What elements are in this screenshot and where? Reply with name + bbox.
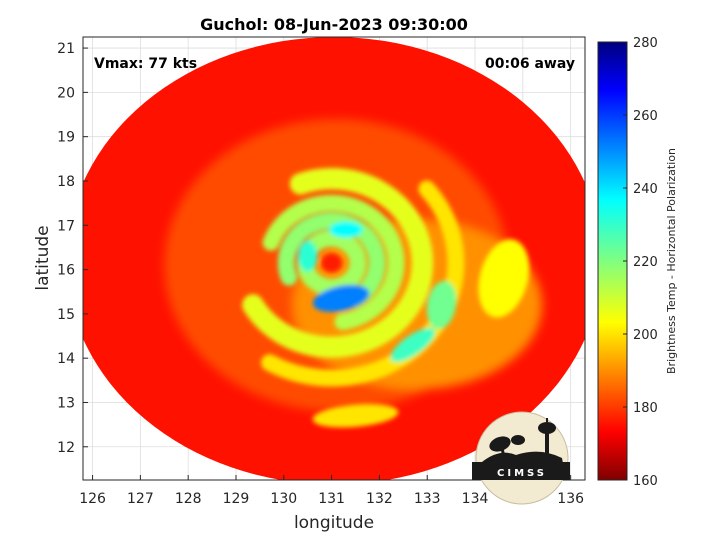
y-tick-label: 15 [57,307,75,323]
colorbar: 160 180 200 220 240 260 280 Brightness Temp - … [597,36,678,489]
y-tick-label: 21 [57,41,75,57]
colorbar-tick-label: 220 [633,255,658,270]
vmax-annotation: Vmax: 77 kts [94,56,197,72]
y-tick-label: 19 [57,130,75,146]
water-tower-icon [545,433,549,459]
colorbar-tick-label: 180 [633,401,658,416]
logo-text: CIMSS [497,468,547,479]
y-tick-label: 18 [57,174,75,190]
away-annotation: 00:06 away [485,56,575,72]
y-axis-label: latitude [33,225,53,290]
plot-axes: 126127128129130131132133134135136 121314… [57,36,586,507]
feature-south-eyewall [312,284,370,312]
colorbar-gradient [597,41,628,481]
feature-west-eyewall [298,240,318,272]
y-tick-label: 13 [57,395,75,411]
x-tick-label: 128 [175,491,202,507]
feature-southeast-rainband [390,327,436,362]
y-tick-label: 14 [57,351,75,367]
feature-north-eyewall [329,221,363,238]
feature-east-rainband [426,280,457,330]
colorbar-tick-label: 260 [633,109,658,124]
rainband-arc [262,194,405,331]
y-tick-label: 17 [57,218,75,234]
cimss-logo: CIMSS [472,411,570,505]
y-tick-label: 16 [57,263,75,279]
x-tick-label: 134 [462,491,489,507]
x-tick-label: 131 [318,491,345,507]
y-tick-label: 20 [57,85,75,101]
x-tick-label: 127 [127,491,154,507]
x-tick-label: 136 [557,491,584,507]
feature-outer-band-east [478,239,530,318]
chart-title: Guchol: 08-Jun-2023 09:30:00 [200,15,468,34]
x-tick-label: 129 [223,491,250,507]
satellite-dish-icon [489,436,511,452]
x-tick-label: 130 [270,491,297,507]
colorbar-tick-label: 160 [633,474,658,489]
x-tick-label: 133 [414,491,441,507]
y-axis-ticks: 12 13 14 15 16 17 18 19 20 21 [57,41,88,456]
colorbar-label: Brightness Temp - Horizontal Polarizatio… [665,148,678,374]
x-axis-label: longitude [294,513,374,533]
feature-outer-band-south [312,404,399,428]
colorbar-ticks: 160 180 200 220 240 260 280 [623,36,658,489]
plot-frame [82,36,586,481]
x-tick-label: 126 [79,491,106,507]
rainband-arc [242,168,434,358]
feature-eye [321,253,343,273]
colorbar-tick-label: 280 [633,36,658,51]
y-tick-label: 12 [57,440,75,456]
brightness-temperature-swath [83,37,585,480]
x-tick-label: 132 [366,491,393,507]
colorbar-tick-label: 240 [633,182,658,197]
colorbar-tick-label: 200 [633,328,658,343]
